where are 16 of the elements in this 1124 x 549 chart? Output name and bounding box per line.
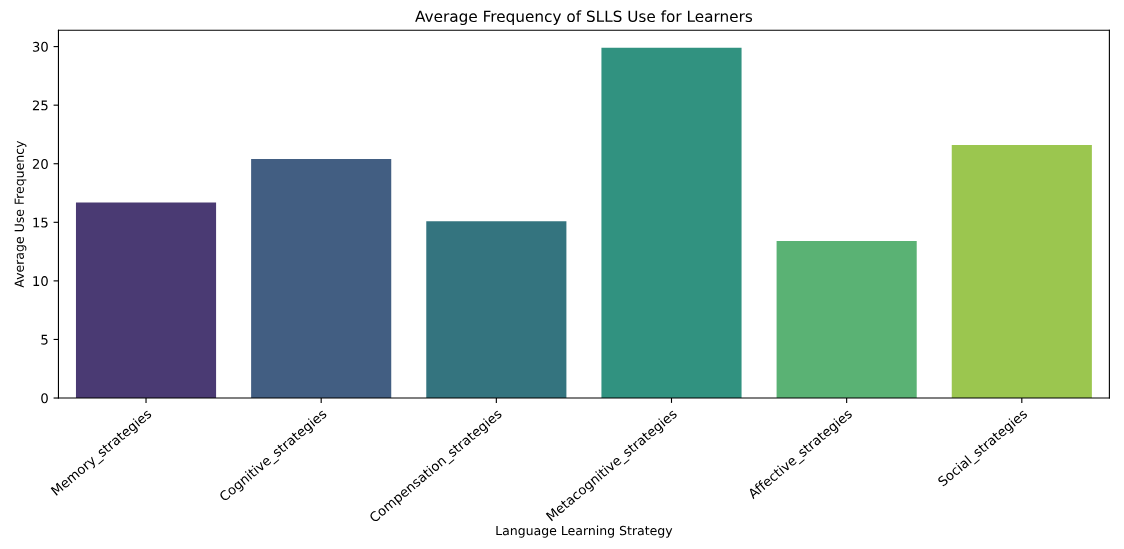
bar [426,221,567,399]
y-tick-label: 10 [33,276,48,287]
bar [951,145,1092,399]
y-axis-title: Average Use Frequency [14,140,27,288]
y-tick-label: 30 [32,41,48,52]
bar [776,241,917,399]
x-axis-title: Language Learning Strategy [496,525,673,538]
y-tick-label: 0 [41,393,48,404]
y-tick-label: 15 [33,217,48,228]
bar [601,47,742,399]
y-tick-label: 25 [32,100,48,111]
chart-title: Average Frequency of SLLS Use for Learners [415,10,753,26]
bar [251,159,392,399]
y-tick-label: 5 [41,334,48,345]
y-tick-label: 20 [32,158,48,169]
bar [75,202,217,399]
